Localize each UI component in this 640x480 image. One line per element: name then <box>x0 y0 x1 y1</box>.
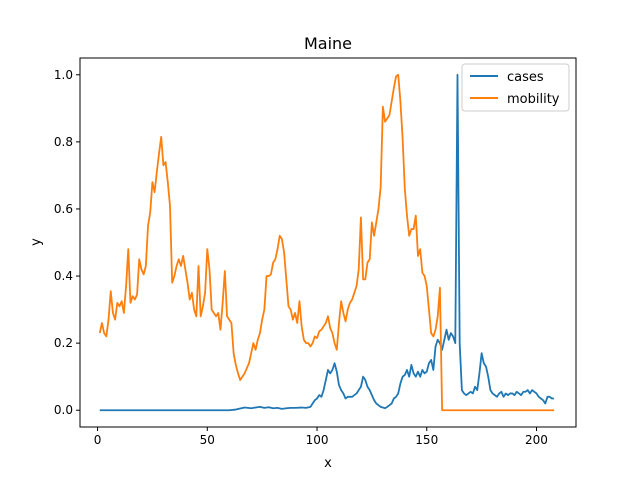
legend-label-mobility: mobility <box>507 92 560 107</box>
x-tick-label: 100 <box>306 433 329 447</box>
x-tick-label: 200 <box>525 433 548 447</box>
y-tick-label: 0.4 <box>54 269 73 283</box>
x-axis-label: x <box>324 456 332 471</box>
y-axis-label: y <box>29 238 44 246</box>
plot-area <box>80 58 576 427</box>
y-tick-label: 0.8 <box>54 135 73 149</box>
y-tick-label: 1.0 <box>54 68 73 82</box>
series-layer <box>98 73 555 412</box>
legend-label-cases: cases <box>507 70 544 85</box>
y-tick-label: 0.2 <box>54 336 73 350</box>
series-line-cases <box>99 73 555 412</box>
y-tick-label: 0.6 <box>54 202 73 216</box>
axes-frame <box>79 57 577 428</box>
y-tick-label: 0.0 <box>54 403 73 417</box>
legend: cases mobility <box>461 63 570 112</box>
chart-title: Maine <box>304 34 352 53</box>
x-tick-label: 0 <box>94 433 102 447</box>
series-line-mobility <box>98 73 555 412</box>
x-tick-label: 150 <box>415 433 438 447</box>
ticks-layer: 0 50 100 150 200 0.0 0.2 0.4 0.6 0.8 1.0 <box>54 68 548 447</box>
x-tick-label: 50 <box>200 433 215 447</box>
